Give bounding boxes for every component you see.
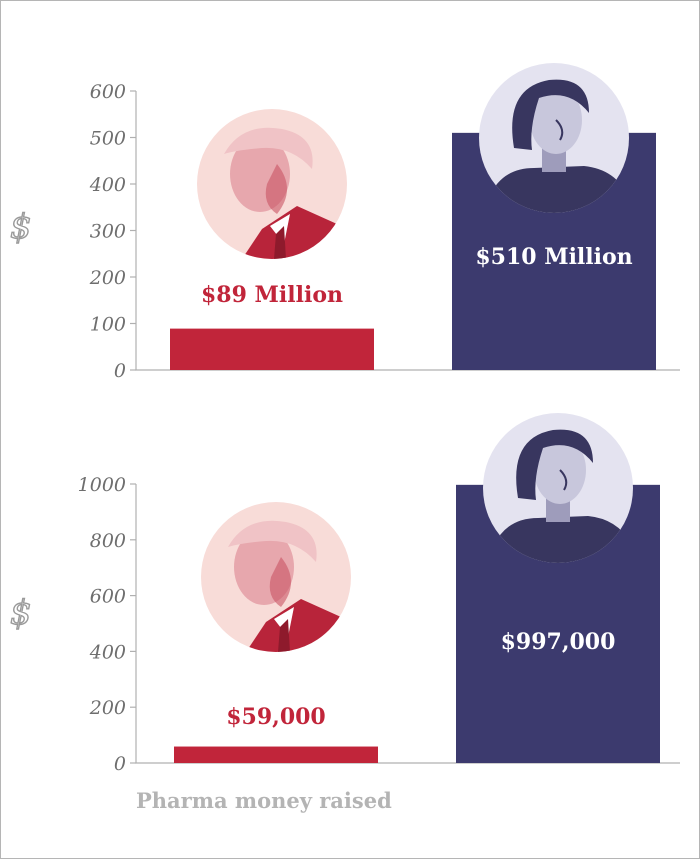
y-tick-label: 0 [114,753,126,775]
y-tick-label: 100 [90,314,126,336]
y-tick-label: 400 [89,174,126,196]
y-tick-label: 0 [114,360,126,382]
y-tick-label: 200 [89,697,126,719]
y-tick-label: 800 [90,530,126,552]
y-tick-label: 400 [89,641,126,663]
y-tick-label: 600 [90,81,126,103]
value-label-trump: $89 Million [201,282,343,308]
bar-trump [170,328,374,370]
overall-money-chart: $0 100 200 300 400 500 600 $89 Million $510 Mill… [9,63,680,382]
y-tick-label: 600 [90,586,126,608]
y-tick-label: 300 [90,221,126,243]
y-axis-dollar-symbol: $ [10,593,32,633]
value-label-clinton: $997,000 [501,629,616,655]
chart-caption: Pharma money raised [136,788,392,813]
bar-trump [174,746,378,763]
y-tick-label: 1000 [78,474,126,496]
y-axis-dollar-symbol: $ [10,207,32,247]
clinton-portrait [483,413,633,563]
clinton-portrait [479,63,629,213]
value-label-clinton: $510 Million [475,244,632,270]
trump-portrait [201,502,351,652]
y-tick-label: 500 [90,128,126,150]
trump-portrait [197,109,347,259]
pharma-money-chart: $0 200 400 600 800 1000 $59,000 $997,000 Pharma … [9,413,680,813]
value-label-trump: $59,000 [226,704,326,730]
y-tick-label: 200 [89,267,126,289]
